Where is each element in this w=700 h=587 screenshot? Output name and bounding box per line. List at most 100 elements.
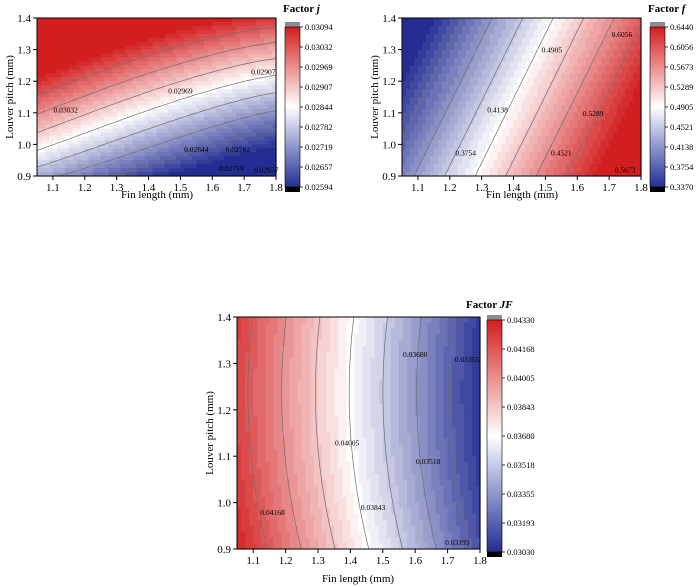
heatmap-cell xyxy=(493,49,499,55)
heatmap-cell xyxy=(557,112,562,118)
heatmap-cell xyxy=(573,25,578,31)
heatmap-cell xyxy=(52,41,58,47)
heatmap-cell xyxy=(108,116,114,122)
heatmap-cell xyxy=(525,61,531,66)
heatmap-cell xyxy=(192,41,197,47)
heatmap-cell xyxy=(112,148,118,153)
heatmap-cell xyxy=(601,57,606,63)
heatmap-cell xyxy=(413,73,419,78)
heatmap-cell xyxy=(617,104,622,110)
heatmap-cell xyxy=(208,53,213,59)
heatmap-cell xyxy=(172,85,178,90)
heatmap-cell xyxy=(525,120,531,126)
heatmap-cell xyxy=(461,18,467,23)
heatmap-cell xyxy=(236,81,241,86)
heatmap-cell xyxy=(236,69,241,74)
heatmap-cell xyxy=(505,61,511,66)
heatmap-cell xyxy=(441,152,447,157)
heatmap-cell xyxy=(204,128,209,134)
heatmap-cell xyxy=(633,172,638,177)
heatmap-cell xyxy=(565,77,570,82)
heatmap-cell xyxy=(112,112,118,118)
heatmap-cell xyxy=(116,132,122,138)
heatmap-cell xyxy=(517,152,523,157)
heatmap-cell xyxy=(88,37,94,43)
heatmap-cell xyxy=(593,25,598,31)
heatmap-cell xyxy=(629,116,634,122)
heatmap-cell xyxy=(204,93,209,98)
heatmap-cell xyxy=(553,160,558,165)
heatmap-cell xyxy=(124,85,130,90)
heatmap-cell xyxy=(120,89,126,94)
heatmap-cell xyxy=(208,152,213,157)
heatmap-cell xyxy=(529,37,535,43)
heatmap-cell xyxy=(573,41,578,47)
heatmap-cell xyxy=(272,160,277,165)
heatmap-cell xyxy=(252,93,257,98)
heatmap-cell xyxy=(637,69,642,74)
heatmap-cell xyxy=(465,136,471,142)
heatmap-cell xyxy=(501,140,507,145)
heatmap-cell xyxy=(56,77,62,82)
heatmap-cell xyxy=(96,104,102,110)
heatmap-cell xyxy=(449,136,455,142)
heatmap-cell xyxy=(84,104,90,110)
heatmap-cell xyxy=(52,112,58,118)
heatmap-cell xyxy=(597,156,602,161)
heatmap-cell xyxy=(264,128,269,134)
heatmap-cell xyxy=(240,25,245,31)
heatmap-cell xyxy=(264,93,269,98)
heatmap-cell xyxy=(425,33,431,39)
heatmap-cell xyxy=(216,128,221,134)
heatmap-cell xyxy=(172,89,178,94)
heatmap-cell xyxy=(188,160,193,165)
heatmap-cell xyxy=(208,136,213,142)
heatmap-cell xyxy=(609,65,614,70)
heatmap-cell xyxy=(224,108,229,114)
heatmap-cell xyxy=(112,41,118,47)
heatmap-cell xyxy=(485,160,491,165)
heatmap-cell xyxy=(252,77,257,82)
heatmap-cell xyxy=(553,29,558,35)
heatmap-cell xyxy=(481,128,487,134)
heatmap-cell xyxy=(228,128,233,134)
heatmap-cell xyxy=(228,160,233,165)
heatmap-cell xyxy=(617,85,622,90)
heatmap-cell xyxy=(241,375,246,382)
heatmap-cell xyxy=(172,25,178,31)
heatmap-cell xyxy=(457,61,463,66)
heatmap-cell xyxy=(441,61,447,66)
heatmap-cell xyxy=(497,168,503,173)
heatmap-cell xyxy=(124,73,130,78)
heatmap-cell xyxy=(220,108,225,114)
heatmap-cell xyxy=(144,18,150,23)
heatmap-cell xyxy=(132,53,138,59)
heatmap-cell xyxy=(132,77,138,82)
heatmap-cell xyxy=(236,77,241,82)
heatmap-cell xyxy=(96,81,102,86)
heatmap-cell xyxy=(144,93,150,98)
heatmap-cell xyxy=(172,18,178,23)
heatmap-cell xyxy=(545,29,550,35)
heatmap-cell xyxy=(513,128,519,134)
heatmap-cell xyxy=(473,33,479,39)
heatmap-cell xyxy=(232,172,237,177)
heatmap-cell xyxy=(561,148,566,153)
heatmap-cell xyxy=(200,61,205,66)
heatmap-cell xyxy=(617,69,622,74)
heatmap-cell xyxy=(244,104,249,110)
heatmap-cell xyxy=(553,128,558,134)
heatmap-cell xyxy=(609,73,614,78)
heatmap-cell xyxy=(256,65,261,70)
heatmap-cell xyxy=(505,136,511,142)
heatmap-cell xyxy=(152,65,158,70)
heatmap-cell xyxy=(37,100,42,106)
heatmap-cell xyxy=(228,112,233,118)
heatmap-cell xyxy=(164,160,170,165)
heatmap-cell xyxy=(405,140,411,145)
heatmap-cell xyxy=(160,77,166,82)
heatmap-cell xyxy=(517,77,523,82)
heatmap-cell xyxy=(473,45,479,51)
heatmap-cell xyxy=(37,112,42,118)
heatmap-cell xyxy=(605,97,610,102)
